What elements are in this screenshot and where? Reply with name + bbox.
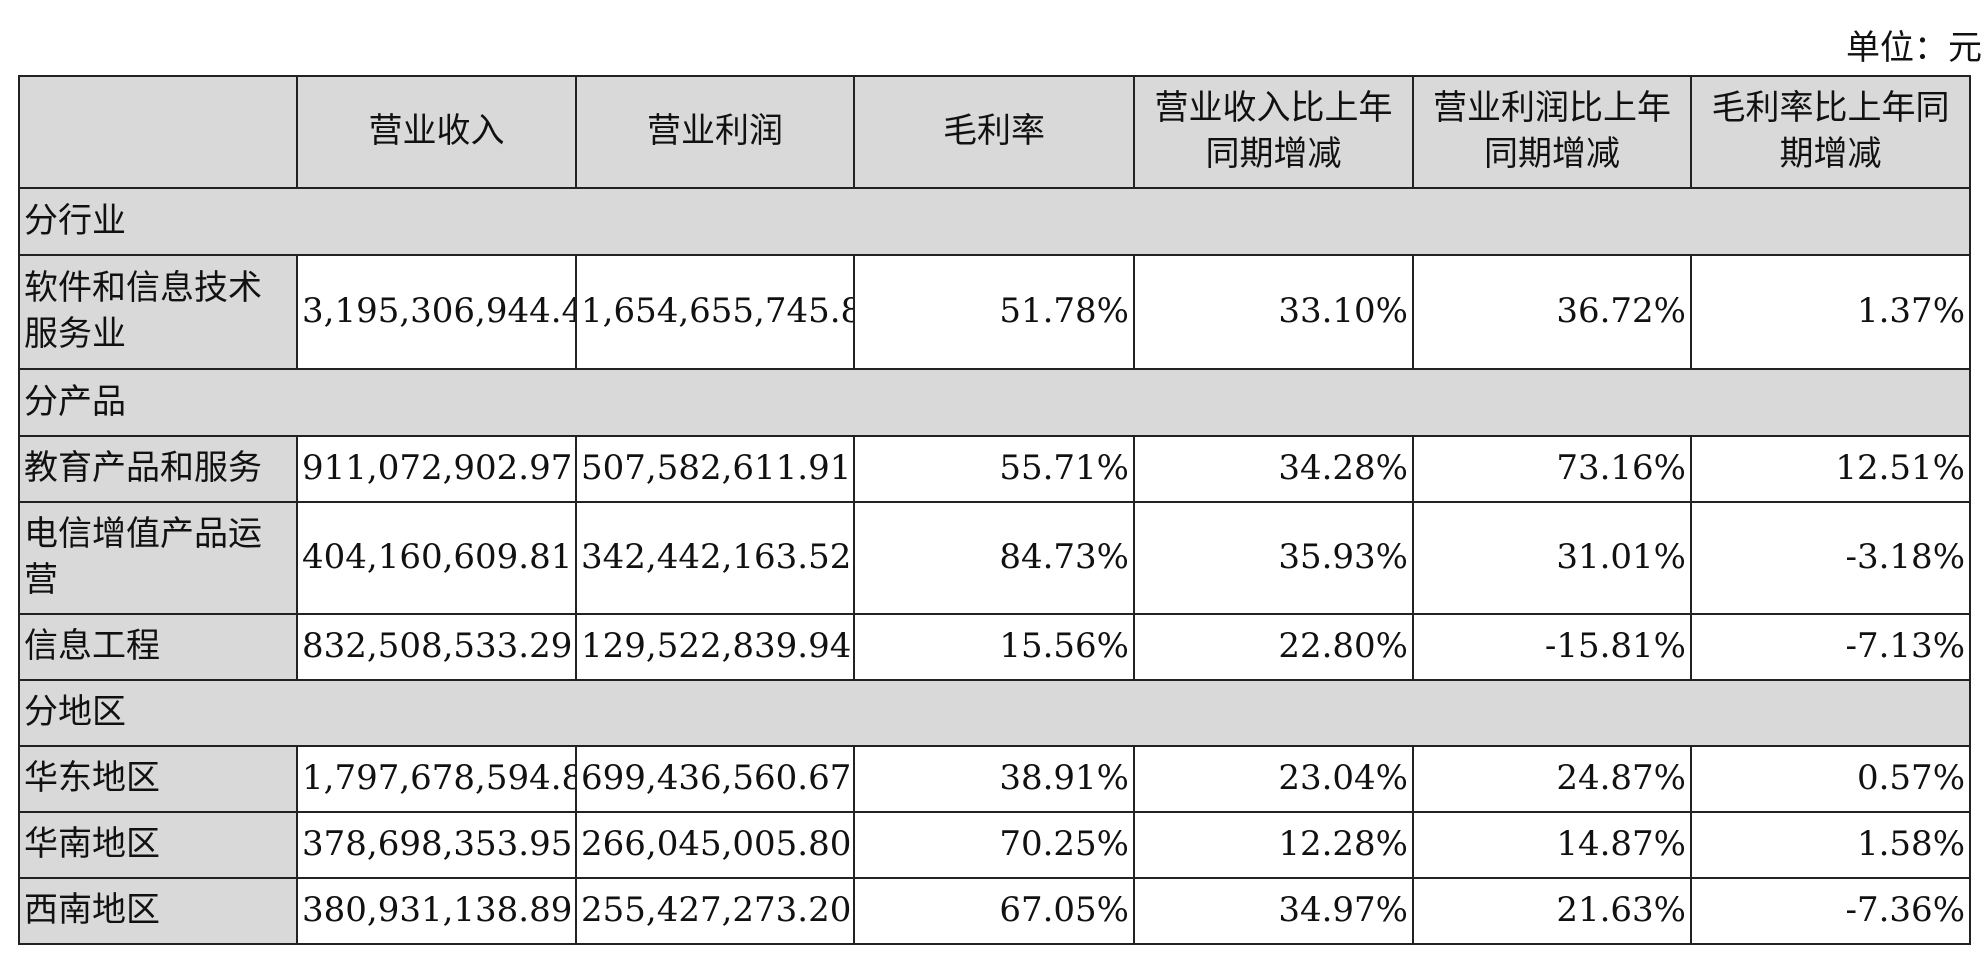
header-cell: 营业收入: [296, 75, 577, 189]
cell-value: -7.36%: [1690, 877, 1971, 945]
cell-value: 21.63%: [1412, 877, 1692, 945]
cell-value: 3,195,306,944.42: [296, 254, 577, 370]
cell-value: 31.01%: [1412, 501, 1692, 615]
cell-value: 22.80%: [1133, 613, 1414, 681]
cell-value: 14.87%: [1412, 811, 1692, 879]
header-cell: 营业收入比上年同期增减: [1133, 75, 1414, 189]
cell-value: 70.25%: [853, 811, 1135, 879]
cell-value: 38.91%: [853, 745, 1135, 813]
cell-value: -7.13%: [1690, 613, 1971, 681]
cell-value: 378,698,353.95: [296, 811, 577, 879]
cell-value: -3.18%: [1690, 501, 1971, 615]
table-row: 华南地区 378,698,353.95 266,045,005.80 70.25% 12…: [18, 811, 1971, 879]
cell-value: 1.58%: [1690, 811, 1971, 879]
table-row: 信息工程 832,508,533.29 129,522,839.94 15.56% 22…: [18, 613, 1971, 681]
section-title: 分产品: [18, 368, 1971, 437]
cell-value: 23.04%: [1133, 745, 1414, 813]
cell-value: 911,072,902.97: [296, 435, 577, 503]
cell-value: 404,160,609.81: [296, 501, 577, 615]
header-cell: 营业利润: [575, 75, 855, 189]
cell-value: 24.87%: [1412, 745, 1692, 813]
cell-value: 129,522,839.94: [575, 613, 855, 681]
cell-value: 15.56%: [853, 613, 1135, 681]
table-row: 西南地区 380,931,138.89 255,427,273.20 67.05% 34…: [18, 877, 1971, 945]
cell-value: 73.16%: [1412, 435, 1692, 503]
row-label: 华东地区: [18, 745, 298, 813]
header-row: 营业收入 营业利润 毛利率 营业收入比上年同期增减 营业利润比上年同期增减 毛利率比上年同…: [18, 75, 1971, 189]
section-row: 分行业: [18, 187, 1971, 256]
row-label: 电信增值产品运营: [18, 501, 298, 615]
cell-value: 255,427,273.20: [575, 877, 855, 945]
unit-label: 单位：元: [1846, 28, 1982, 68]
cell-value: 67.05%: [853, 877, 1135, 945]
row-label: 西南地区: [18, 877, 298, 945]
header-cell: 毛利率: [853, 75, 1135, 189]
table-row: 电信增值产品运营 404,160,609.81 342,442,163.52 84.7…: [18, 501, 1971, 615]
table-row: 教育产品和服务 911,072,902.97 507,582,611.91 55.71…: [18, 435, 1971, 503]
cell-value: 33.10%: [1133, 254, 1414, 370]
cell-value: 55.71%: [853, 435, 1135, 503]
header-cell: 营业利润比上年同期增减: [1412, 75, 1692, 189]
data-table: 营业收入 营业利润 毛利率 营业收入比上年同期增减 营业利润比上年同期增减 毛利率比上年同…: [18, 75, 1971, 945]
section-row: 分产品: [18, 368, 1971, 437]
cell-value: 342,442,163.52: [575, 501, 855, 615]
section-title: 分地区: [18, 679, 1971, 747]
table-body: 营业收入 营业利润 毛利率 营业收入比上年同期增减 营业利润比上年同期增减 毛利率比上年同…: [18, 75, 1971, 945]
table-row: 软件和信息技术服务业 3,195,306,944.42 1,654,655,745.…: [18, 254, 1971, 370]
row-label: 教育产品和服务: [18, 435, 298, 503]
row-label: 信息工程: [18, 613, 298, 681]
cell-value: -15.81%: [1412, 613, 1692, 681]
cell-value: 34.28%: [1133, 435, 1414, 503]
cell-value: 51.78%: [853, 254, 1135, 370]
cell-value: 84.73%: [853, 501, 1135, 615]
table-row: 华东地区 1,797,678,594.89 699,436,560.67 38.91%…: [18, 745, 1971, 813]
cell-value: 12.51%: [1690, 435, 1971, 503]
cell-value: 832,508,533.29: [296, 613, 577, 681]
cell-value: 34.97%: [1133, 877, 1414, 945]
cell-value: 380,931,138.89: [296, 877, 577, 945]
cell-value: 1,797,678,594.89: [296, 745, 577, 813]
cell-value: 1.37%: [1690, 254, 1971, 370]
cell-value: 699,436,560.67: [575, 745, 855, 813]
cell-value: 1,654,655,745.80: [575, 254, 855, 370]
row-label: 软件和信息技术服务业: [18, 254, 298, 370]
cell-value: 36.72%: [1412, 254, 1692, 370]
section-row: 分地区: [18, 679, 1971, 747]
cell-value: 12.28%: [1133, 811, 1414, 879]
row-label: 华南地区: [18, 811, 298, 879]
header-cell: 毛利率比上年同期增减: [1690, 75, 1971, 189]
cell-value: 266,045,005.80: [575, 811, 855, 879]
cell-value: 507,582,611.91: [575, 435, 855, 503]
section-title: 分行业: [18, 187, 1971, 256]
header-cell: [18, 75, 298, 189]
cell-value: 0.57%: [1690, 745, 1971, 813]
cell-value: 35.93%: [1133, 501, 1414, 615]
